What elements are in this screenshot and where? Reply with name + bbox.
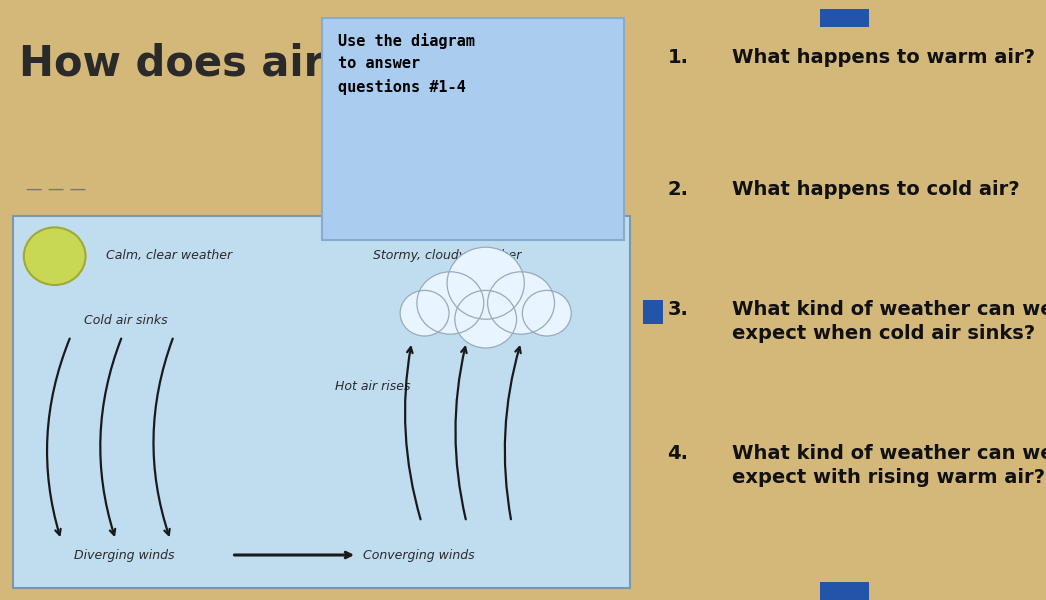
FancyBboxPatch shape <box>322 18 624 240</box>
Text: 3.: 3. <box>667 300 688 319</box>
Text: Calm, clear weather: Calm, clear weather <box>106 249 232 262</box>
Bar <box>820 582 869 600</box>
Circle shape <box>455 290 517 348</box>
Text: Use the diagram
to answer
questions #1-4: Use the diagram to answer questions #1-4 <box>338 33 475 95</box>
Text: What happens to warm air?: What happens to warm air? <box>732 48 1034 67</box>
Bar <box>820 9 869 27</box>
Text: 4.: 4. <box>667 444 688 463</box>
Text: Stormy, cloudy weather: Stormy, cloudy weather <box>373 249 522 262</box>
Text: Cold air sinks: Cold air sinks <box>84 314 167 328</box>
Text: Hot air rises: Hot air rises <box>335 380 410 394</box>
Circle shape <box>24 227 86 285</box>
Circle shape <box>447 247 524 319</box>
Text: 2.: 2. <box>667 180 688 199</box>
Bar <box>635 300 663 324</box>
Text: What kind of weather can we
expect when cold air sinks?: What kind of weather can we expect when … <box>732 300 1046 343</box>
Text: — — —: — — — <box>26 180 86 198</box>
Circle shape <box>401 290 449 336</box>
Text: How does air move?: How does air move? <box>19 42 491 84</box>
Text: Diverging winds: Diverging winds <box>74 548 175 562</box>
Circle shape <box>487 272 554 334</box>
Circle shape <box>417 272 483 334</box>
Text: What kind of weather can we
expect with rising warm air?: What kind of weather can we expect with … <box>732 444 1046 487</box>
Text: What happens to cold air?: What happens to cold air? <box>732 180 1020 199</box>
Bar <box>13 216 631 588</box>
Circle shape <box>522 290 571 336</box>
Text: 1.: 1. <box>667 48 688 67</box>
Text: Converging winds: Converging winds <box>363 548 475 562</box>
